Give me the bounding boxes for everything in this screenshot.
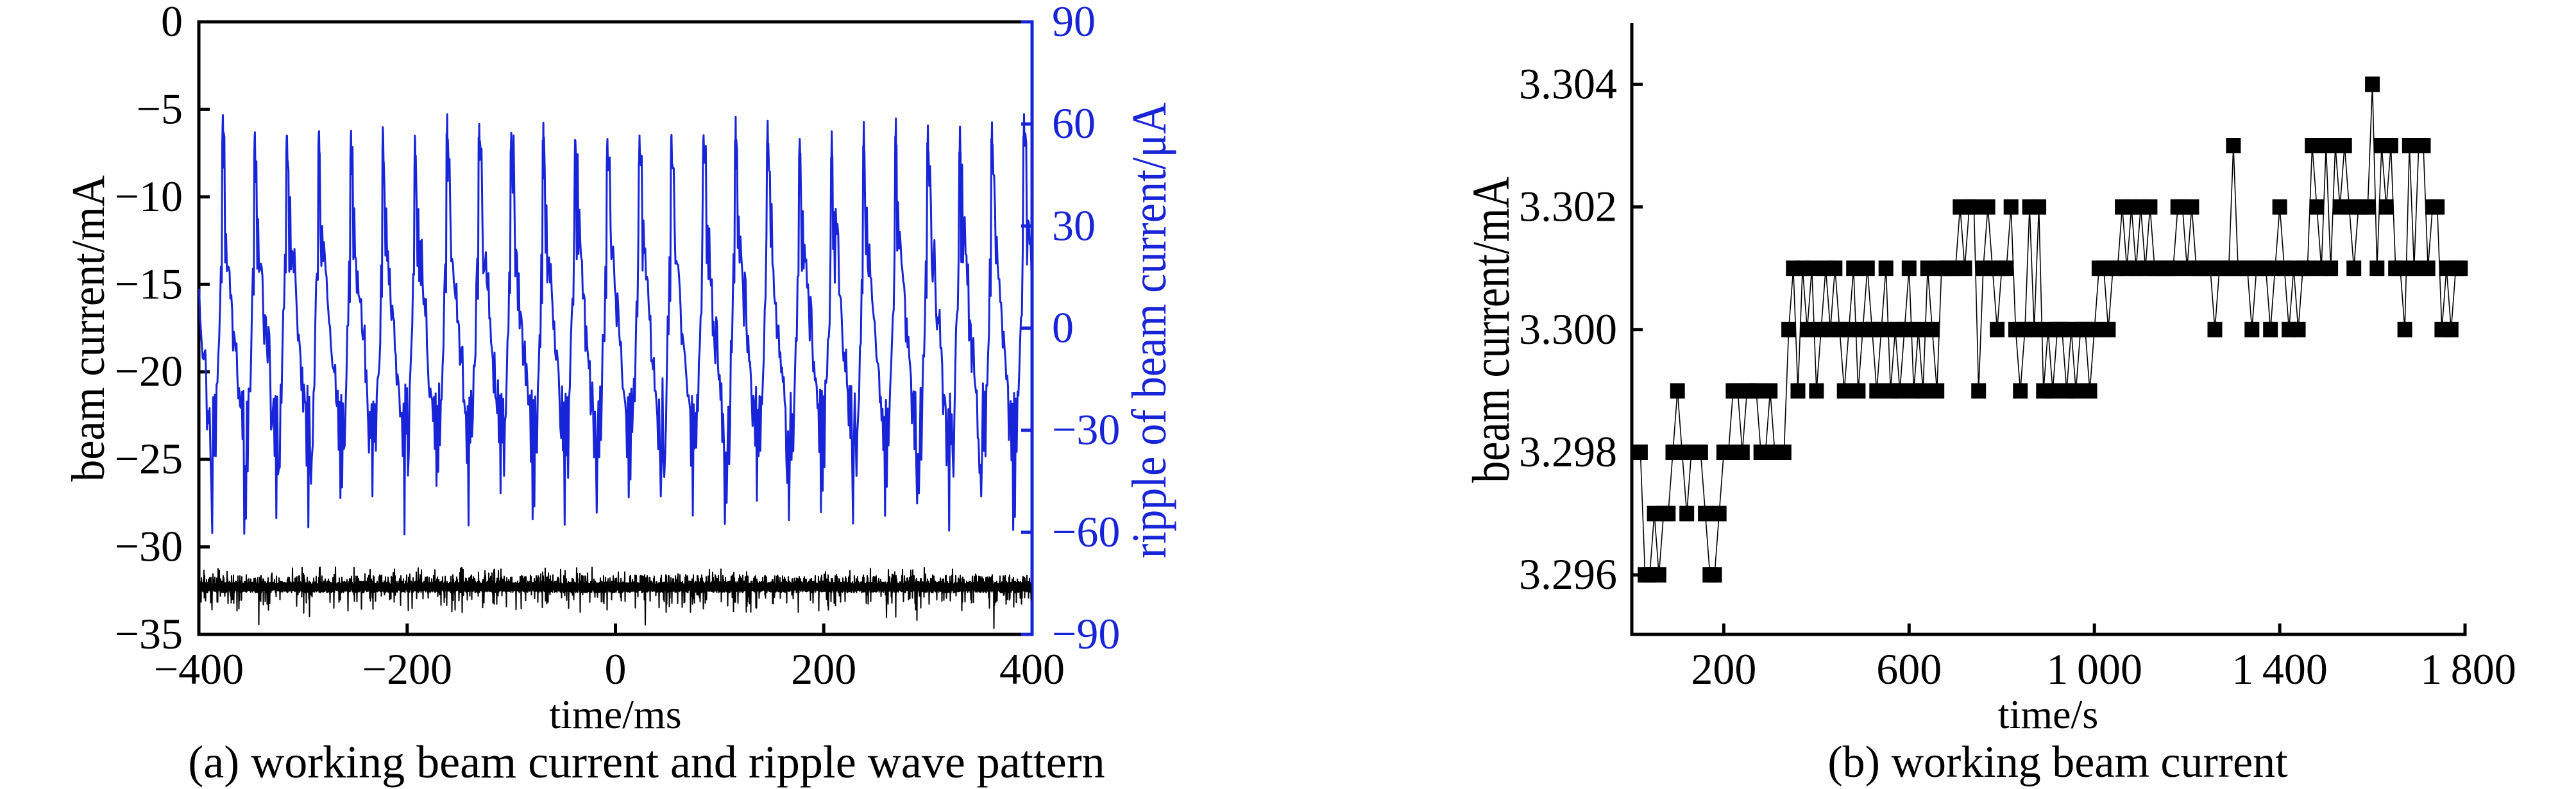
svg-text:3.302: 3.302	[1519, 182, 1617, 231]
svg-text:−90: −90	[1052, 609, 1120, 658]
svg-text:−20: −20	[115, 347, 183, 396]
svg-text:0: 0	[605, 645, 627, 693]
svg-text:0: 0	[161, 0, 183, 46]
svg-text:1 400: 1 400	[2232, 645, 2328, 693]
svg-text:1 800: 1 800	[2420, 645, 2516, 693]
svg-text:90: 90	[1052, 0, 1096, 46]
svg-text:(a) working beam current and r: (a) working beam current and ripple wave…	[188, 736, 1105, 788]
svg-text:1 000: 1 000	[2046, 645, 2142, 693]
svg-text:−30: −30	[1052, 405, 1120, 454]
svg-text:−25: −25	[115, 434, 183, 483]
svg-text:3.304: 3.304	[1519, 59, 1617, 108]
svg-text:−30: −30	[115, 522, 183, 571]
svg-text:beam current/mA: beam current/mA	[1462, 176, 1521, 483]
svg-text:3.298: 3.298	[1519, 427, 1617, 476]
svg-text:3.296: 3.296	[1519, 550, 1617, 598]
svg-text:400: 400	[999, 645, 1065, 693]
svg-text:30: 30	[1052, 201, 1096, 250]
svg-text:−60: −60	[1052, 507, 1120, 556]
svg-text:60: 60	[1052, 99, 1096, 148]
svg-text:600: 600	[1876, 645, 1942, 693]
svg-text:−400: −400	[154, 645, 244, 693]
svg-text:−15: −15	[115, 259, 183, 308]
svg-text:time/s: time/s	[1998, 691, 2098, 737]
svg-text:3.300: 3.300	[1519, 305, 1617, 353]
svg-text:0: 0	[1052, 303, 1074, 352]
svg-text:time/ms: time/ms	[549, 691, 681, 737]
svg-text:200: 200	[791, 645, 856, 693]
svg-text:200: 200	[1691, 645, 1756, 693]
svg-text:ripple of beam current/μA: ripple of beam current/μA	[1122, 103, 1176, 558]
svg-text:−200: −200	[362, 645, 452, 693]
svg-text:−10: −10	[115, 172, 183, 221]
svg-text:beam current/mA: beam current/mA	[63, 175, 115, 482]
svg-text:(b) working beam current: (b) working beam current	[1827, 738, 2288, 787]
svg-text:−5: −5	[137, 84, 183, 133]
svg-text:−35: −35	[115, 609, 183, 658]
